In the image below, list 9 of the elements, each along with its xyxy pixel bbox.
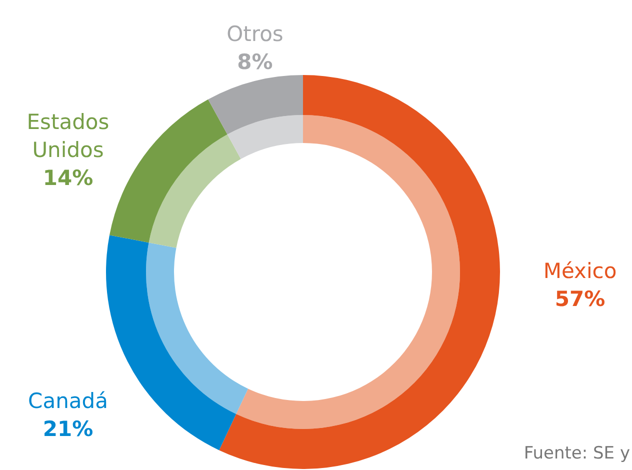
text: 8% <box>237 50 273 74</box>
slice-label: Canadá <box>28 389 108 413</box>
slice-label: Otros <box>226 22 284 46</box>
text: 57% <box>554 287 606 311</box>
slice-label: México <box>543 259 617 283</box>
source-note: Fuente: SE y <box>524 444 630 464</box>
text: 21% <box>42 417 94 441</box>
text: 14% <box>42 166 94 190</box>
slice-label: Estados Unidos <box>26 110 110 162</box>
